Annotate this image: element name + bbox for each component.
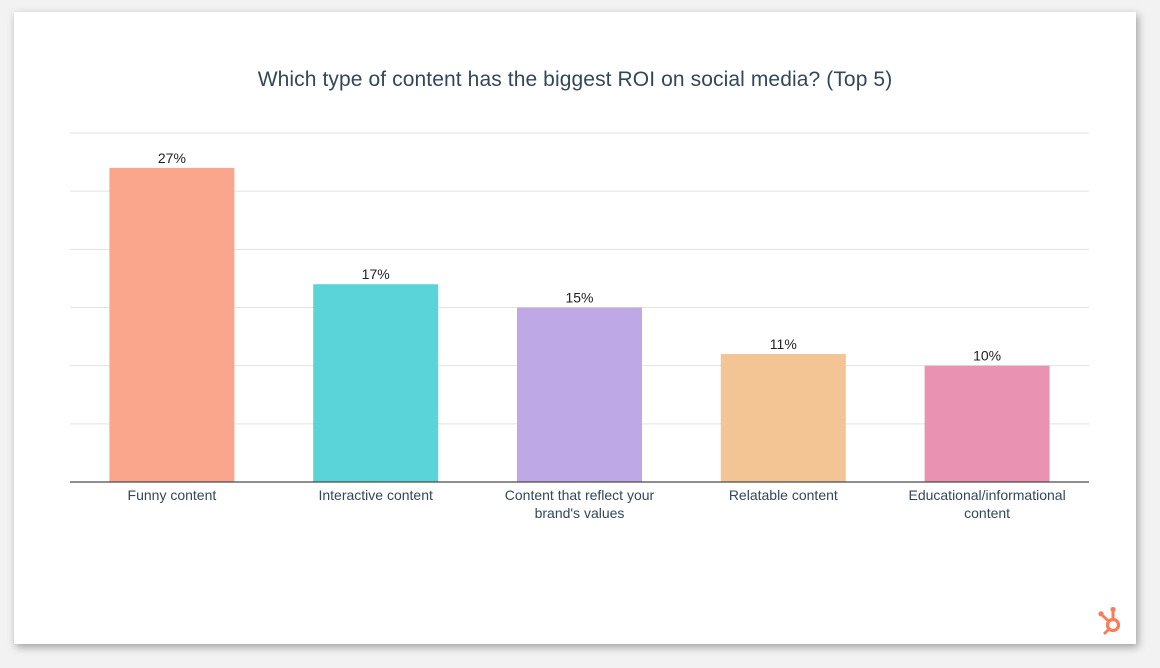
x-axis-tick-labels: Funny content Interactive content Content … — [128, 487, 1066, 521]
x-tick-label: Content that reflect your brand's values — [505, 487, 655, 521]
data-label: 27% — [158, 150, 186, 166]
data-label: 10% — [973, 348, 1001, 364]
hubspot-sprocket-icon — [1098, 606, 1121, 635]
bar — [720, 354, 846, 482]
bar — [924, 365, 1050, 482]
data-label: 17% — [362, 266, 390, 282]
bar — [517, 307, 642, 482]
x-tick-label: Funny content — [128, 487, 217, 503]
chart-card: Which type of content has the biggest RO… — [14, 12, 1136, 644]
data-label: 11% — [770, 336, 797, 352]
bar — [109, 167, 235, 482]
x-tick-label: Interactive content — [318, 487, 433, 503]
data-label: 15% — [565, 290, 593, 306]
bars — [109, 167, 1050, 482]
bar — [313, 284, 439, 482]
bar-chart: 27% 17% 15% 11% 10% Funny content Interactive… — [70, 132, 1089, 521]
x-tick-label: Relatable content — [729, 487, 838, 503]
x-tick-label: Educational/informational content — [908, 487, 1065, 521]
data-labels: 27% 17% 15% 11% 10% — [158, 150, 1001, 364]
chart-title: Which type of content has the biggest RO… — [257, 68, 893, 91]
